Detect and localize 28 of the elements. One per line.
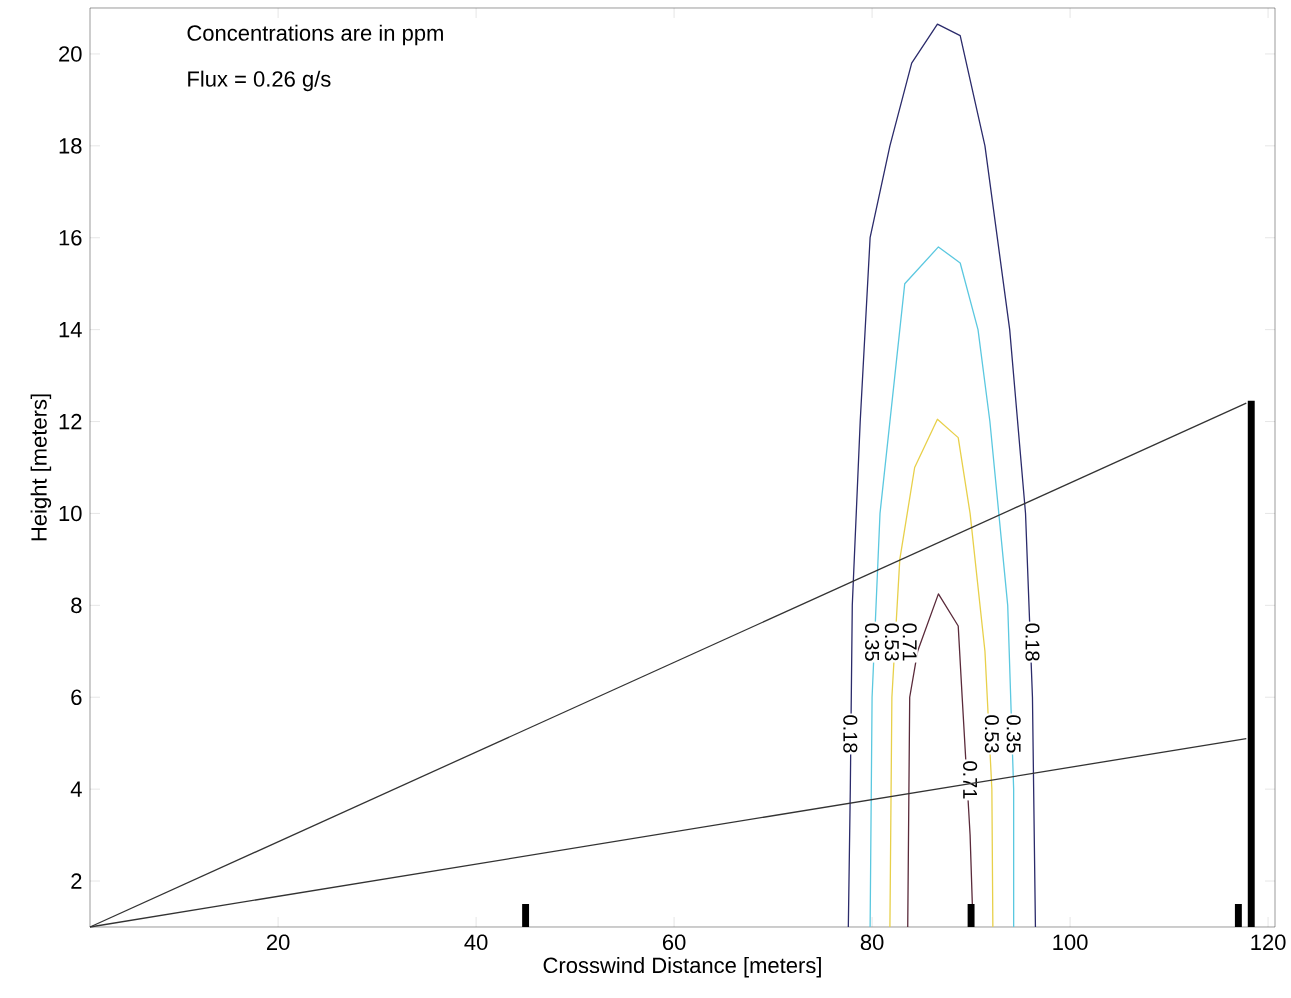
y-tick-label: 12 — [59, 413, 82, 430]
y-axis-title: Height [meters] — [30, 394, 52, 541]
x-tick-label: 40 — [464, 934, 488, 951]
y-tick-label: 16 — [59, 229, 82, 246]
text: 0.53 — [984, 715, 999, 753]
y-tick-label: 2 — [71, 873, 82, 889]
x-tick-label: 120 — [1251, 934, 1286, 951]
y-tick-label: 6 — [71, 689, 82, 706]
annotation: Flux = 0.26 g/s — [188, 70, 331, 92]
text: 0.71 — [963, 761, 978, 799]
y-tick-label: 20 — [59, 46, 82, 62]
text: 0.18 — [843, 715, 858, 753]
text: 0.35 — [865, 623, 880, 661]
x-tick-label: 20 — [266, 934, 290, 951]
y-tick-label: 18 — [59, 138, 82, 154]
text: 0.35 — [1006, 715, 1021, 753]
y-tick-label: 10 — [59, 505, 82, 522]
y-tick-label: 8 — [71, 597, 82, 614]
x-tick-label: 80 — [860, 934, 884, 951]
y-tick-label: 4 — [70, 781, 82, 797]
x-tick-label: 100 — [1053, 934, 1088, 951]
annotation: Concentrations are in ppm — [187, 24, 443, 46]
y-tick-label: 14 — [59, 322, 82, 338]
text: 0.53 — [884, 623, 899, 661]
x-axis-title: Crosswind Distance [meters] — [543, 956, 821, 978]
text: 0.18 — [1025, 623, 1040, 661]
text: 0.71 — [902, 623, 917, 661]
x-tick-label: 60 — [662, 934, 686, 951]
